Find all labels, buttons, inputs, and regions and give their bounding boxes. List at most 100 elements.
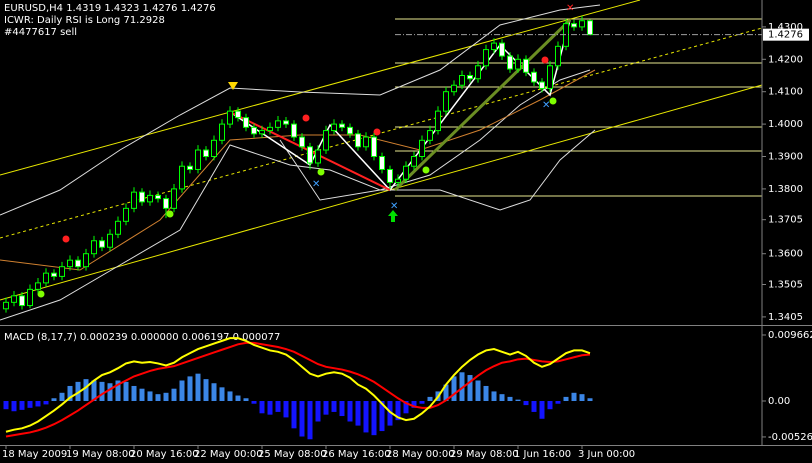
x-tick-label: 1 Jun 16:00: [514, 449, 571, 460]
histogram-bar: [427, 396, 433, 401]
histogram-bar: [563, 396, 569, 401]
candle-body: [459, 74, 465, 86]
candle-body: [395, 178, 401, 183]
candle-body: [283, 120, 289, 125]
candle-body: [3, 301, 9, 310]
candle-body: [27, 288, 33, 307]
candle-body: [219, 123, 225, 141]
histogram-bar: [443, 384, 449, 401]
histogram-bar: [147, 391, 153, 401]
histogram-bar: [107, 383, 113, 401]
histogram-bar: [11, 400, 17, 412]
histogram-bar: [339, 400, 345, 417]
candle-body: [539, 81, 545, 89]
chart-title: EURUSD,H4 1.4319 1.4323 1.4276 1.4276: [4, 3, 216, 14]
histogram-bar: [291, 400, 297, 429]
x-tick-label: 22 May 00:00: [194, 449, 263, 460]
histogram-bar: [347, 400, 353, 422]
band-line: [0, 69, 591, 321]
histogram-bar: [307, 400, 313, 440]
candle-body: [475, 65, 481, 80]
x-tick-label: 3 Jun 00:00: [578, 449, 635, 460]
candle-body: [107, 233, 113, 248]
histogram-bar: [155, 394, 161, 401]
candle-body: [115, 220, 121, 235]
x-tick-label: 26 May 16:00: [322, 449, 391, 460]
histogram-bar: [35, 400, 41, 407]
candle-body: [523, 58, 529, 73]
candle-body: [187, 165, 193, 170]
histogram-bar: [395, 400, 401, 421]
x-tick-label: 20 May 16:00: [130, 449, 199, 460]
histogram-bar: [3, 400, 9, 410]
signal-dot: [37, 290, 45, 298]
histogram-bar: [43, 400, 49, 405]
candle-body: [555, 45, 561, 67]
candle-body: [43, 272, 49, 284]
candle-body: [35, 282, 41, 290]
price-label-box: [763, 28, 809, 41]
histogram-bar: [387, 400, 393, 426]
trend-line: [393, 18, 572, 192]
histogram-bar: [315, 400, 321, 422]
histogram-bar: [459, 372, 465, 401]
histogram-bar: [219, 387, 225, 401]
candle-body: [51, 272, 57, 277]
histogram-bar: [467, 375, 473, 401]
histogram-bar: [267, 400, 273, 415]
signal-dot: [422, 166, 430, 174]
histogram-bar: [259, 400, 265, 414]
cross-marker: ✕: [390, 201, 398, 212]
candle-body: [363, 136, 369, 148]
candle-body: [507, 55, 513, 70]
histogram-bar: [275, 400, 281, 412]
candle-body: [419, 139, 425, 158]
candle-body: [547, 65, 553, 89]
histogram-bar: [51, 398, 57, 401]
candle-body: [171, 188, 177, 209]
histogram-bar: [451, 376, 457, 401]
histogram-bar: [299, 400, 305, 437]
histogram-bar: [163, 392, 169, 401]
candle-body: [427, 130, 433, 141]
signal-dot: [541, 56, 549, 64]
candle-body: [123, 207, 129, 222]
y-tick-label: 1.3505: [768, 279, 803, 290]
cross-marker: ✕: [312, 179, 320, 190]
candle-body: [75, 259, 81, 268]
histogram-bar: [371, 400, 377, 436]
y-tick-label: 1.3600: [768, 249, 803, 260]
candle-body: [235, 110, 241, 119]
histogram-bar: [579, 394, 585, 401]
candle-body: [131, 191, 137, 209]
candle-body: [243, 117, 249, 128]
histogram-bar: [211, 383, 217, 401]
histogram-bar: [323, 400, 329, 415]
candle-body: [307, 146, 313, 164]
candle-body: [179, 165, 185, 190]
channel-line: [0, 0, 641, 176]
histogram-bar: [403, 400, 409, 414]
down-arrow: [228, 82, 238, 90]
candle-body: [571, 23, 577, 28]
candle-body: [163, 198, 169, 209]
candle-body: [467, 74, 473, 80]
histogram-bar: [363, 400, 369, 433]
candle-body: [379, 156, 385, 170]
histogram-bar: [59, 392, 65, 401]
y-tick-label: 1.4200: [768, 54, 803, 65]
candle-body: [579, 20, 585, 28]
candle-body: [499, 42, 505, 57]
signal-dot: [317, 168, 325, 176]
candle-body: [411, 156, 417, 167]
y-tick-label: 1.4300: [768, 22, 803, 33]
candle-body: [259, 130, 265, 135]
histogram-bar: [331, 400, 337, 412]
candle-body: [203, 149, 209, 158]
y-tick-label: 1.3705: [768, 215, 803, 226]
histogram-bar: [227, 391, 233, 401]
candle-body: [155, 194, 161, 200]
candle-body: [227, 110, 233, 125]
histogram-bar: [139, 388, 145, 401]
